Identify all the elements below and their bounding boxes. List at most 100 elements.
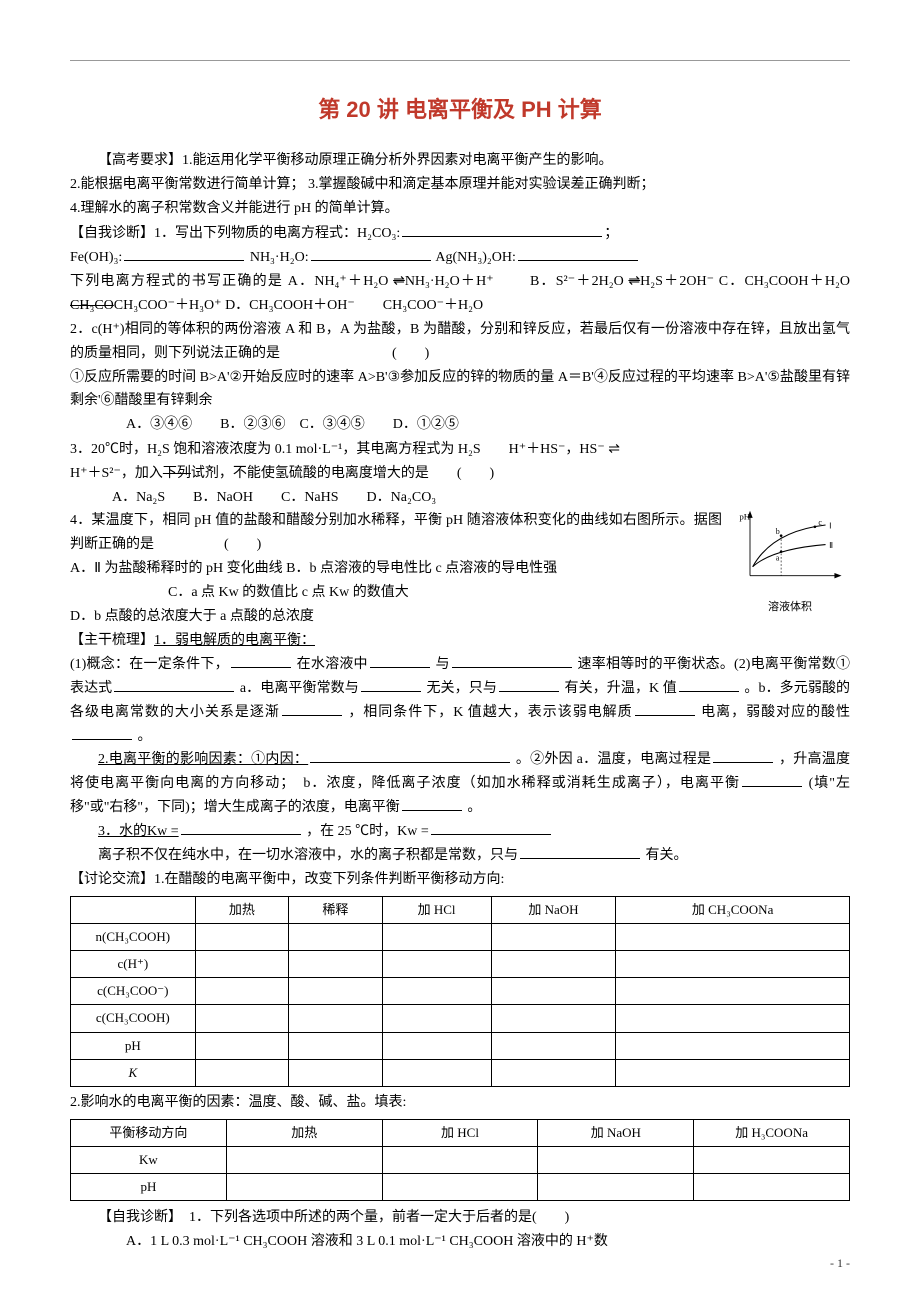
graph-x-label: 溶液体积 (730, 598, 850, 617)
blank (370, 654, 430, 668)
strike-text: CH₃CO (70, 298, 114, 313)
t1-1j: 电离，弱酸对应的酸性 (701, 705, 850, 720)
body-text: 【高考要求】1.能运用化学平衡移动原理正确分析外界因素对电离平衡产生的影响。 2… (70, 148, 850, 1253)
blank (231, 654, 291, 668)
t1-1k: 。 (138, 729, 152, 744)
sd1-q: 下列电离方程式的书写正确的是 (70, 274, 283, 289)
t2-h3: 加 NaOH (538, 1119, 694, 1146)
t1-r2: c(CH₃COO⁻) (71, 978, 196, 1005)
blank (635, 702, 695, 716)
trunk1-title: 1．弱电解质的电离平衡： (154, 633, 315, 648)
blank (499, 678, 559, 692)
graph-svg: pH c Ⅰ b a Ⅱ (730, 509, 850, 589)
q2-lead: 2．c(H⁺)相同的等体积的两份溶液 A 和 B，A 为盐酸，B 为醋酸，分别和… (70, 322, 850, 361)
exam-req-2: 2.能根据电离平衡常数进行简单计算； 3.掌握酸碱中和滴定基本原理并能对实验误差… (70, 173, 850, 197)
q3-mid: H⁺＋HS⁻，HS⁻ (509, 442, 605, 457)
blank (402, 223, 602, 237)
t1-h4: 加 NaOH (491, 897, 616, 924)
graph-figure: pH c Ⅰ b a Ⅱ 溶液体积 (730, 509, 850, 616)
blank (742, 773, 802, 787)
blank (518, 247, 638, 261)
sd2-q1: 1．下列各选项中所述的两个量，前者一定大于后者的是( ) (189, 1210, 569, 1225)
q3-opts: A．Na₂S B．NaOH C．NaHS D．Na₂CO₃ (70, 486, 850, 510)
q4-optC: C．a 点 Kw 的数值比 c 点 Kw 的数值大 (168, 585, 409, 600)
t2-h1: 加热 (226, 1119, 382, 1146)
sd1-ag: Ag(NH₃)₂OH: (435, 250, 516, 265)
q4-optB: B．b 点溶液的导电性比 c 点溶液的导电性强 (286, 561, 557, 576)
discuss-label: 【讨论交流】 (70, 870, 154, 886)
sd1-fe: Fe(OH)₃: (70, 250, 122, 265)
svg-text:b: b (776, 527, 780, 536)
document-title: 第 20 讲 电离平衡及 PH 计算 (70, 91, 850, 128)
t3-a: ，在 25 ℃时，Kw = (306, 824, 429, 839)
blank (310, 749, 510, 763)
t1-1g: 有关，升温，K 值 (565, 681, 677, 696)
sd1-optC2: CH₃COO⁻＋H₃O⁺ (114, 298, 222, 313)
q2-opts: A．③④⑥ B．②③⑥ C．③④⑤ D．①②⑤ (70, 413, 850, 437)
sd1-optB: B．S²⁻＋2H₂O (530, 274, 624, 289)
t2-h4: 加 H₃COONa (694, 1119, 850, 1146)
t1-r1: c(H⁺) (71, 951, 196, 978)
sd1-optB2: H₂S＋2OH⁻ (640, 274, 714, 289)
blank (114, 678, 234, 692)
svg-text:Ⅱ: Ⅱ (829, 541, 833, 550)
table-2: 平衡移动方向 加热 加 HCl 加 NaOH 加 H₃COONa Kw pH (70, 1119, 850, 1201)
discuss1: 1.在醋酸的电离平衡中，改变下列条件判断平衡移动方向: (154, 872, 504, 887)
svg-text:pH: pH (739, 512, 750, 522)
page-number: - 1 - (830, 1253, 850, 1273)
eq-arrow: ⇌ (628, 272, 640, 288)
blank (282, 702, 342, 716)
sd1-nh3: NH₃·H₂O: (250, 250, 309, 265)
blank (520, 845, 640, 859)
q3-paren: ( ) (457, 466, 494, 481)
blank (402, 797, 462, 811)
blank (181, 821, 301, 835)
sd1-optC: C．CH₃COOH＋H₂O (719, 274, 850, 289)
q3-tail2: 试剂，不能使氢硫酸的电离度增大的是 (191, 466, 429, 481)
t1-1e: a．电离平衡常数与 (240, 681, 359, 696)
t1-h1: 加热 (195, 897, 288, 924)
sd1-optD: D．CH₃COOH＋OH⁻ (225, 298, 355, 313)
blank (311, 247, 431, 261)
blank (679, 678, 739, 692)
sd1-optA: A．NH₄⁺＋H₂O (288, 274, 389, 289)
trunk2-title: 2.电离平衡的影响因素：①内因： (98, 752, 308, 767)
table-1: 加热 稀释 加 HCl 加 NaOH 加 CH₃COONa n(CH₃COOH)… (70, 896, 850, 1087)
t1-h0 (71, 897, 196, 924)
q3-strike: 下列 (163, 466, 191, 481)
t1-1f: 无关，只与 (426, 681, 496, 696)
t1-h3: 加 HCl (382, 897, 491, 924)
t2-h0: 平衡移动方向 (71, 1119, 227, 1146)
t2-r0: Kw (71, 1146, 227, 1173)
sd1-optA2: NH₃·H₂O＋H⁺ (405, 274, 494, 289)
blank (713, 749, 773, 763)
t3-c: 有关。 (646, 848, 688, 863)
eq-arrow: ⇌ (608, 440, 620, 456)
q2-items: ①反应所需要的时间 B>A'②开始反应时的速率 A>B'③参加反应的锌的物质的量… (70, 366, 850, 414)
sd2-label: 【自我诊断】 (98, 1208, 175, 1224)
t1-1b: 在水溶液中 (297, 657, 368, 672)
trunk3-title: 3．水的Kw = (98, 824, 179, 839)
q4-optA: A．Ⅱ 为盐酸稀释时的 pH 变化曲线 (70, 561, 283, 576)
blank (431, 821, 551, 835)
page-container: 第 20 讲 电离平衡及 PH 计算 【高考要求】1.能运用化学平衡移动原理正确… (0, 0, 920, 1293)
svg-text:Ⅰ: Ⅰ (829, 522, 831, 531)
q3-tail: H⁺＋S²⁻，加入 (70, 466, 163, 481)
t1-r3: c(CH₃COOH) (71, 1005, 196, 1032)
q2-paren: ( ) (392, 346, 429, 361)
svg-text:a: a (776, 554, 780, 563)
t2-d: 。 (467, 800, 481, 815)
q4-paren: ( ) (224, 537, 261, 552)
t1-r0: n(CH₃COOH) (71, 924, 196, 951)
t1-h2: 稀释 (289, 897, 382, 924)
t1-1c: 与 (436, 657, 450, 672)
self-diag-label: 【自我诊断】 (70, 224, 154, 240)
t1-1: (1)概念：在一定条件下， (70, 657, 229, 672)
blank (361, 678, 421, 692)
t1-r4: pH (71, 1032, 196, 1059)
eq-arrow: ⇌ (393, 272, 405, 288)
blank (72, 726, 132, 740)
svg-text:c: c (818, 518, 822, 527)
t3-b: 离子积不仅在纯水中，在一切水溶液中，水的离子积都是常数，只与 (98, 848, 518, 863)
blank (452, 654, 572, 668)
